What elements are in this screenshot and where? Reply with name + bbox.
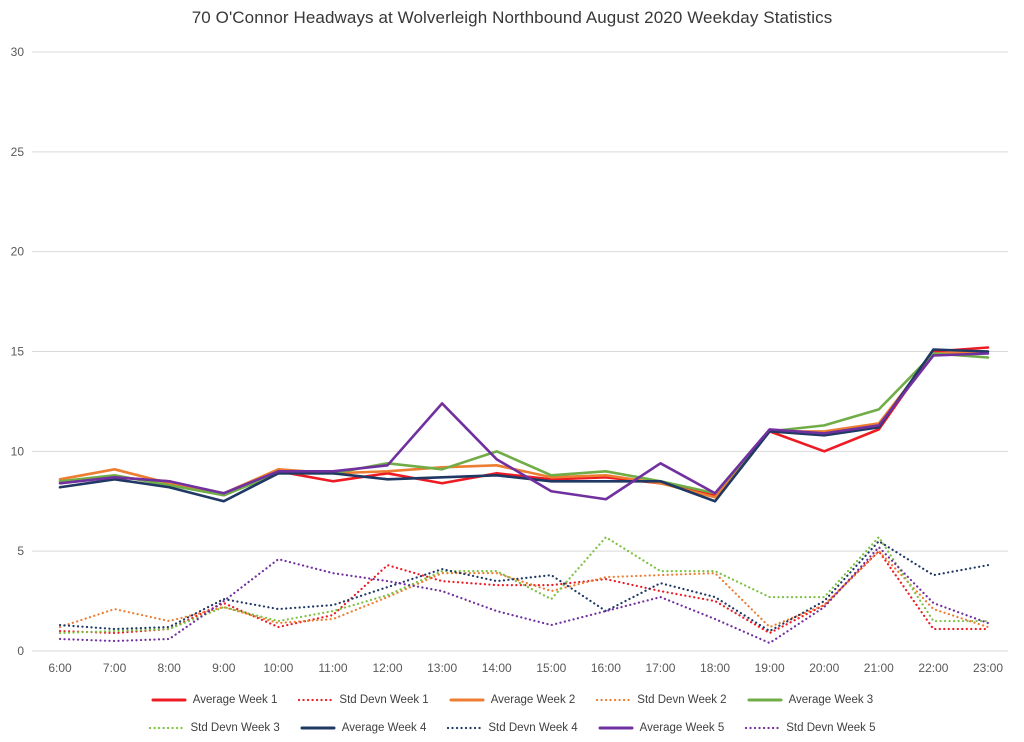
legend-label: Std Devn Week 5: [786, 722, 876, 734]
series-std-devn-week-2: [58, 550, 990, 629]
solid-line-swatch-icon: [747, 698, 783, 702]
x-axis-tick-label: 15:00: [536, 661, 566, 675]
y-axis-tick-label: 0: [17, 644, 24, 658]
solid-line-swatch-icon: [151, 698, 187, 702]
series-std-devn-week-3: [58, 536, 990, 635]
series-std-devn-week-5: [58, 546, 990, 645]
legend-item-std-devn-week-4: Std Devn Week 4: [446, 722, 578, 734]
x-axis-tick-label: 14:00: [482, 661, 512, 675]
legend-label: Std Devn Week 3: [190, 722, 280, 734]
chart-plot-area: 0 5 10 15 20 25 30 6:00 7:00 8:00 9:00 10:00 11:00 12…: [11, 45, 1008, 675]
solid-line-swatch-icon: [449, 698, 485, 702]
x-axis-tick-label: 19:00: [755, 661, 785, 675]
x-axis-tick-label: 9:00: [212, 661, 236, 675]
x-axis-tick-label: 21:00: [864, 661, 894, 675]
x-axis-tick-label: 13:00: [427, 661, 457, 675]
series-average-week-1: [58, 346, 990, 497]
x-axis-tick-label: 22:00: [918, 661, 948, 675]
dotted-line-swatch-icon: [447, 726, 482, 730]
dotted-line-swatch-icon: [298, 698, 333, 702]
legend-item-std-devn-week-1: Std Devn Week 1: [297, 694, 429, 706]
legend-item-average-week-2: Average Week 2: [449, 694, 576, 706]
legend-label: Std Devn Week 4: [488, 722, 578, 734]
x-axis-tick-label: 18:00: [700, 661, 730, 675]
y-axis-tick-label: 15: [11, 345, 25, 359]
legend-label: Average Week 2: [490, 694, 576, 706]
series-std-devn-week-1: [58, 550, 990, 635]
solid-line-swatch-icon: [598, 726, 634, 730]
legend-item-average-week-4: Average Week 4: [300, 722, 427, 734]
x-axis-tick-label: 10:00: [263, 661, 293, 675]
legend-item-std-devn-week-3: Std Devn Week 3: [148, 722, 280, 734]
legend-label: Std Devn Week 2: [637, 694, 727, 706]
series-average-week-5: [58, 352, 990, 501]
x-axis-tick-label: 7:00: [103, 661, 127, 675]
x-axis-tick-label: 23:00: [973, 661, 1003, 675]
legend-label: Std Devn Week 1: [339, 694, 429, 706]
legend-label: Average Week 1: [192, 694, 278, 706]
dotted-line-swatch-icon: [745, 726, 780, 730]
x-axis-tick-label: 11:00: [318, 661, 347, 675]
y-axis-tick-label: 5: [17, 544, 24, 558]
legend-row-2: Std Devn Week 3 Average Week 4 Std Devn We…: [0, 722, 1024, 734]
legend-item-average-week-5: Average Week 5: [598, 722, 725, 734]
legend-label: Average Week 5: [639, 722, 725, 734]
solid-line-swatch-icon: [300, 726, 336, 730]
y-axis-tick-label: 20: [11, 245, 25, 259]
legend-item-average-week-3: Average Week 3: [747, 694, 874, 706]
legend-label: Average Week 4: [341, 722, 427, 734]
x-axis-tick-label: 20:00: [809, 661, 839, 675]
x-axis-tick-label: 16:00: [591, 661, 621, 675]
x-axis-tick-label: 17:00: [645, 661, 675, 675]
dotted-line-swatch-icon: [596, 698, 631, 702]
y-axis-tick-label: 25: [11, 145, 25, 159]
series-average-week-4: [58, 348, 990, 503]
x-axis-tick-label: 6:00: [48, 661, 72, 675]
dotted-line-swatch-icon: [149, 726, 184, 730]
legend-row-1: Average Week 1 Std Devn Week 1 Average Wee…: [0, 694, 1024, 706]
legend-item-std-devn-week-5: Std Devn Week 5: [744, 722, 876, 734]
legend-item-std-devn-week-2: Std Devn Week 2: [595, 694, 727, 706]
y-axis-tick-label: 30: [11, 45, 25, 59]
y-axis-tick-label: 10: [11, 444, 25, 458]
x-axis-tick-label: 12:00: [373, 661, 403, 675]
series-average-week-3: [58, 352, 990, 497]
legend-item-average-week-1: Average Week 1: [151, 694, 278, 706]
chart-title: 70 O'Connor Headways at Wolverleigh Nort…: [191, 8, 833, 27]
x-axis-tick-label: 8:00: [157, 661, 181, 675]
legend-label: Average Week 3: [788, 694, 874, 706]
